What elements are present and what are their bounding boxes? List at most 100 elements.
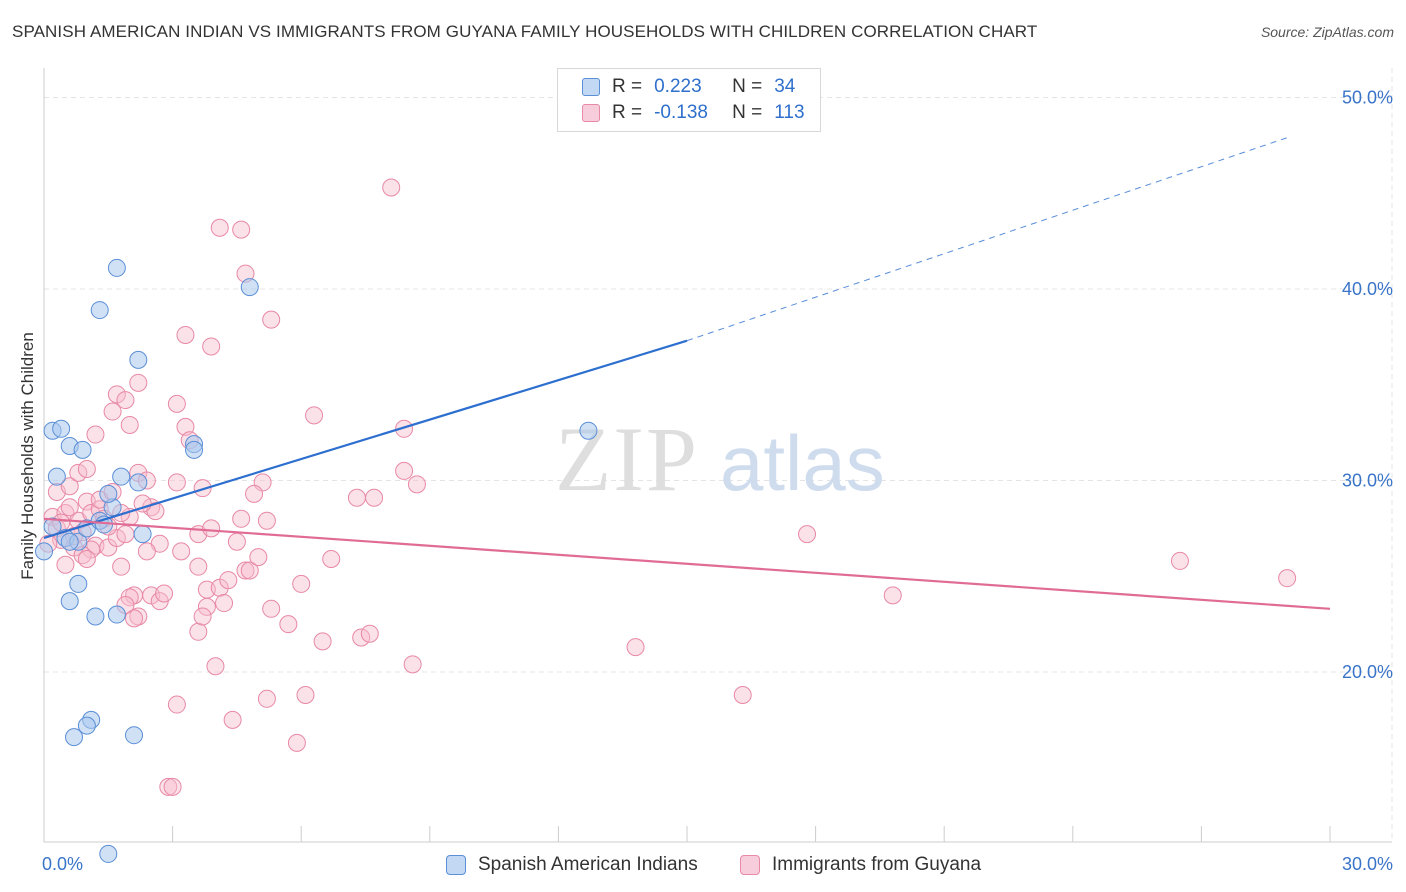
guyana-point xyxy=(626,638,645,657)
guyana-point xyxy=(155,584,174,603)
spanish-american-indian-point xyxy=(99,484,118,503)
spanish-american-indian-point xyxy=(107,258,126,277)
guyana-point xyxy=(120,415,139,434)
spanish-american-indian-point xyxy=(69,574,88,593)
guyana-point xyxy=(219,571,238,590)
legend-n-label: N = xyxy=(732,76,763,97)
legend-item-immigrants-from-guyana: Immigrants from Guyana xyxy=(740,852,981,878)
y-tick-label: 20.0% xyxy=(1342,662,1393,682)
guyana-point xyxy=(137,542,156,561)
legend-r-value: 0.223 xyxy=(654,76,702,97)
guyana-point xyxy=(193,607,212,626)
guyana-point xyxy=(798,525,817,544)
guyana-point xyxy=(176,417,195,436)
legend-r-label: R = xyxy=(612,102,643,123)
guyana-point xyxy=(77,550,96,569)
guyana-point xyxy=(1278,569,1297,588)
spanish-american-indian-point xyxy=(90,301,109,320)
guyana-point xyxy=(112,557,131,576)
guyana-point xyxy=(365,488,384,507)
spanish-american-indian-point xyxy=(73,440,92,459)
legend-n-value: 113 xyxy=(774,102,805,123)
trend-line-blue xyxy=(43,339,688,540)
guyana-point xyxy=(206,657,225,676)
guyana-point xyxy=(287,733,306,752)
guyana-point xyxy=(189,622,208,641)
guyana-point xyxy=(245,484,264,503)
tick-labels: 20.0% 30.0% 40.0% 50.0% 0.0% 30.0% xyxy=(42,88,1393,875)
guyana-point xyxy=(167,695,186,714)
trend-line-pink xyxy=(43,517,1331,610)
grid-lines xyxy=(44,68,1393,842)
y-tick-label: 40.0% xyxy=(1342,279,1393,299)
guyana-point xyxy=(60,477,79,496)
chart-title: SPANISH AMERICAN INDIAN VS IMMIGRANTS FR… xyxy=(12,22,1038,41)
series-spanish-american-indians-points xyxy=(35,258,598,863)
watermark-atlas: atlas xyxy=(720,419,885,507)
legend-r-value: -0.138 xyxy=(654,102,708,123)
guyana-point xyxy=(262,599,281,618)
guyana-point xyxy=(236,561,255,580)
guyana-point xyxy=(116,391,135,410)
legend-swatch-pink xyxy=(740,855,760,875)
legend-item-spanish-american-indians: Spanish American Indians xyxy=(446,852,698,878)
legend-label: Spanish American Indians xyxy=(478,854,698,875)
spanish-american-indian-point xyxy=(35,542,53,561)
legend-row-pink: R = -0.138 N = 113 xyxy=(582,101,805,125)
legend-row-blue: R = 0.223 N = 34 xyxy=(582,75,795,99)
guyana-point xyxy=(382,178,401,197)
correlation-legend: R = 0.223 N = 34 R = -0.138 N = 113 xyxy=(557,68,821,132)
guyana-point xyxy=(172,542,191,561)
guyana-point xyxy=(733,685,752,704)
legend-swatch-blue xyxy=(582,78,600,96)
guyana-point xyxy=(202,519,221,538)
legend-swatch-blue xyxy=(446,855,466,875)
guyana-point xyxy=(56,555,75,574)
guyana-point xyxy=(296,685,315,704)
guyana-point xyxy=(232,220,251,239)
guyana-point xyxy=(167,394,186,413)
guyana-point xyxy=(227,532,246,551)
trend-line-blue-projection xyxy=(686,137,1288,342)
spanish-american-indian-point xyxy=(60,532,79,551)
guyana-point xyxy=(107,385,126,404)
axes xyxy=(43,68,1392,843)
guyana-point xyxy=(77,460,96,479)
spanish-american-indian-point xyxy=(65,728,84,747)
guyana-point xyxy=(232,509,251,528)
guyana-point xyxy=(313,632,332,651)
guyana-point xyxy=(129,373,148,392)
y-tick-label: 30.0% xyxy=(1342,471,1393,491)
guyana-point xyxy=(103,402,122,421)
guyana-point xyxy=(215,594,234,613)
guyana-point xyxy=(279,615,298,634)
spanish-american-indian-point xyxy=(60,592,79,611)
spanish-american-indian-point xyxy=(133,525,152,544)
guyana-point xyxy=(189,557,208,576)
spanish-american-indian-point xyxy=(86,607,105,626)
guyana-point xyxy=(360,624,379,643)
guyana-point xyxy=(163,777,182,796)
legend-label: Immigrants from Guyana xyxy=(772,854,982,875)
spanish-american-indian-point xyxy=(52,419,71,438)
guyana-point xyxy=(257,689,276,708)
guyana-point xyxy=(305,406,324,425)
guyana-point xyxy=(176,325,195,344)
guyana-point xyxy=(133,494,152,513)
guyana-point xyxy=(407,475,426,494)
guyana-point xyxy=(116,525,135,544)
source-label: Source: ZipAtlas.com xyxy=(1260,24,1394,40)
guyana-point xyxy=(197,597,216,616)
spanish-american-indian-point xyxy=(77,716,96,735)
guyana-point xyxy=(86,425,105,444)
legend-swatch-pink xyxy=(582,104,600,122)
spanish-american-indian-point xyxy=(125,726,144,745)
guyana-point xyxy=(322,550,341,569)
guyana-point xyxy=(352,628,371,647)
guyana-point xyxy=(403,655,422,674)
spanish-american-indian-point xyxy=(99,844,118,863)
guyana-point xyxy=(159,777,178,796)
guyana-point xyxy=(257,511,276,530)
y-axis-label: Family Households with Children xyxy=(18,332,37,580)
